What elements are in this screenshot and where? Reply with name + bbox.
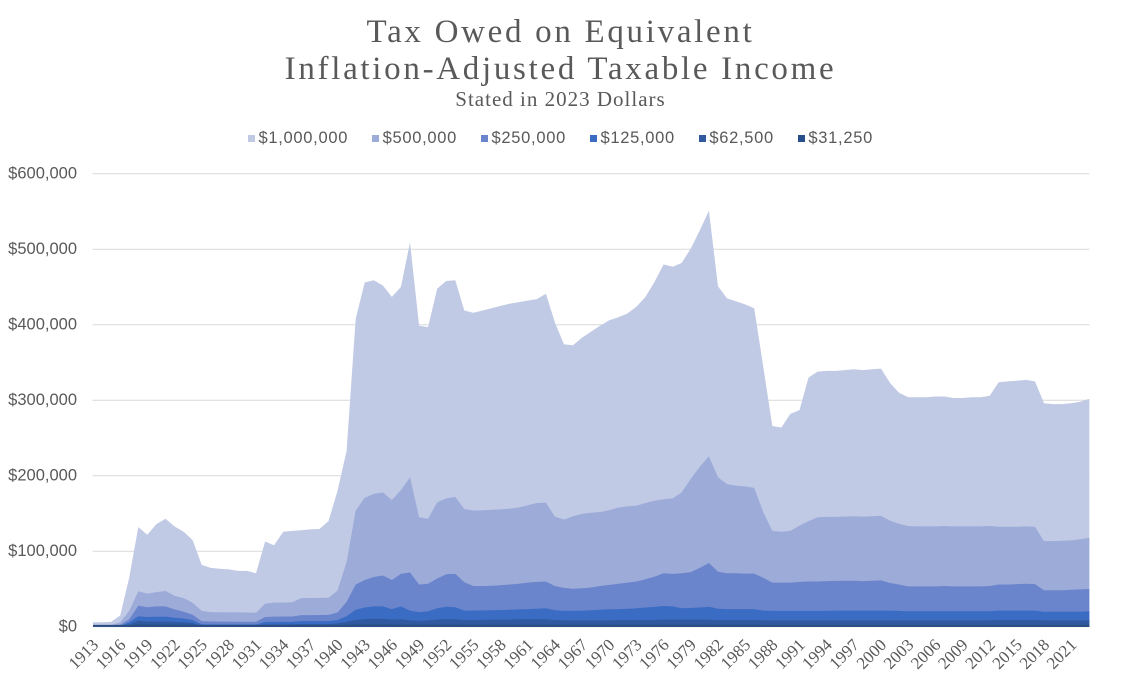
svg-text:$600,000: $600,000 [8,165,77,183]
svg-text:2021: 2021 [1043,635,1080,672]
svg-text:$100,000: $100,000 [8,542,77,560]
svg-text:$200,000: $200,000 [8,467,77,485]
svg-text:$0: $0 [59,618,77,636]
svg-text:$300,000: $300,000 [8,391,77,409]
svg-text:$400,000: $400,000 [8,316,77,334]
svg-text:$500,000: $500,000 [8,240,77,258]
